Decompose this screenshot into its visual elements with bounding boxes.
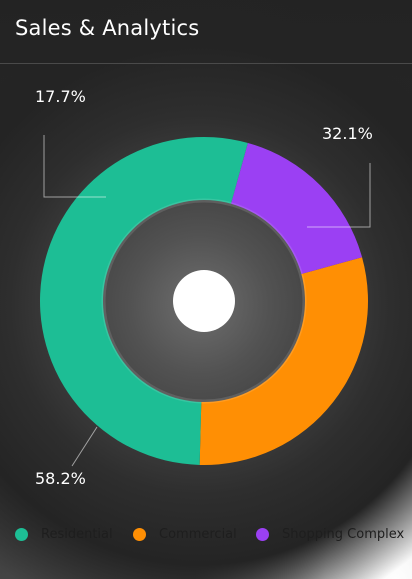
legend-dot-residential	[15, 527, 28, 541]
data-label-residential: 58.2%	[35, 469, 86, 488]
legend-label-commercial: Commercial	[159, 526, 237, 542]
data-label-shopping-complex: 17.7%	[35, 87, 86, 106]
legend-dot-commercial	[133, 527, 146, 541]
data-label-commercial: 32.1%	[322, 124, 373, 143]
center-hole	[173, 270, 235, 332]
legend-label-residential: Residential	[41, 526, 113, 542]
inner-ring-edge	[101, 198, 307, 404]
legend-item-shopping-complex[interactable]: Shopping Complex	[256, 521, 404, 547]
leader-line-commercial	[307, 163, 371, 228]
card-title: Sales & Analytics	[15, 16, 200, 40]
card-header: Sales & Analytics	[0, 0, 412, 64]
legend-item-residential[interactable]: Residential	[15, 521, 113, 547]
legend-dot-shopping-complex	[256, 527, 269, 541]
legend-label-shopping-complex: Shopping Complex	[282, 526, 405, 542]
donut-slice-shopping-complex[interactable]	[231, 142, 363, 275]
leader-line-shopping-complex	[43, 135, 106, 198]
chart-legend: Residential Commercial Shopping Complex	[0, 521, 412, 547]
leader-line-residential	[71, 426, 98, 467]
donut-slice-residential[interactable]	[39, 136, 248, 465]
legend-item-commercial[interactable]: Commercial	[133, 521, 237, 547]
donut-slice-commercial[interactable]	[199, 257, 368, 465]
